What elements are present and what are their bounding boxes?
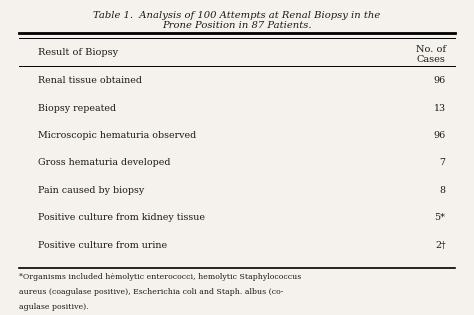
Text: 96: 96	[433, 131, 446, 140]
Text: 5*: 5*	[435, 213, 446, 222]
Text: aureus (coagulase positive), Escherichia coli and Staph. albus (co-: aureus (coagulase positive), Escherichia…	[19, 288, 283, 296]
Text: 96: 96	[433, 76, 446, 85]
Text: Gross hematuria developed: Gross hematuria developed	[38, 158, 171, 168]
Text: Pain caused by biopsy: Pain caused by biopsy	[38, 186, 144, 195]
Text: No. of: No. of	[416, 45, 446, 54]
Text: Cases: Cases	[417, 55, 446, 64]
Text: 8: 8	[439, 186, 446, 195]
Text: 2†: 2†	[435, 241, 446, 250]
Text: agulase positive).: agulase positive).	[19, 303, 89, 311]
Text: Positive culture from urine: Positive culture from urine	[38, 241, 167, 250]
Text: 13: 13	[433, 104, 446, 113]
Text: Biopsy repeated: Biopsy repeated	[38, 104, 116, 113]
Text: Microscopic hematuria observed: Microscopic hematuria observed	[38, 131, 196, 140]
Text: Result of Biopsy: Result of Biopsy	[38, 48, 118, 57]
Text: Renal tissue obtained: Renal tissue obtained	[38, 76, 142, 85]
Text: *Organisms included hėmolytic enterococci, hemolytic Staphylococcus: *Organisms included hėmolytic enterococc…	[19, 273, 301, 281]
Text: Positive culture from kidney tissue: Positive culture from kidney tissue	[38, 213, 205, 222]
Text: Table 1.  Analysis of 100 Attempts at Renal Biopsy in the: Table 1. Analysis of 100 Attempts at Ren…	[93, 11, 381, 20]
Text: Prone Position in 87 Patients.: Prone Position in 87 Patients.	[162, 21, 312, 30]
Text: 7: 7	[439, 158, 446, 168]
